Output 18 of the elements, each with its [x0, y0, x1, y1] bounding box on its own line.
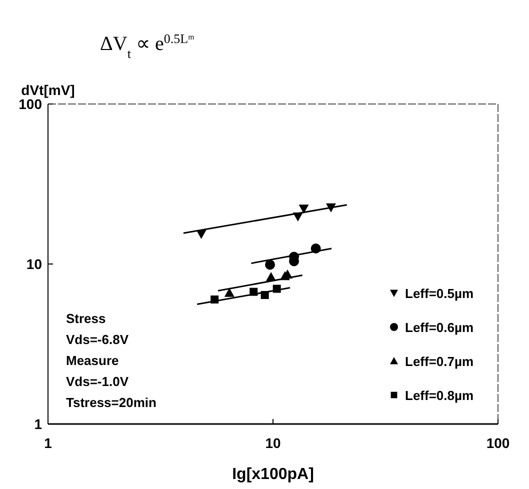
x-axis-title: Ig[x100pA]	[232, 466, 314, 483]
x-tick-label: 1	[44, 435, 52, 451]
y-tick-label: 100	[18, 96, 42, 112]
legend-label: Leff=0.8µm	[405, 388, 474, 403]
annotation: Vds=-1.0V	[66, 374, 129, 389]
legend-label: Leff=0.6µm	[405, 320, 474, 335]
x-tick-label: 100	[486, 435, 510, 451]
legend-label: Leff=0.7µm	[405, 354, 474, 369]
annotation: Vds=-6.8V	[66, 332, 129, 347]
legend-label: Leff=0.5µm	[405, 286, 474, 301]
chart-title: ΔV$_{t}$ ∝ e$^{0.5Lᵐ}$	[100, 30, 196, 60]
annotation: Tstress=20min	[66, 395, 157, 410]
annotation: Stress	[66, 311, 106, 326]
y-axis-title: dVt[mV]	[21, 82, 75, 98]
y-tick-label: 10	[26, 256, 42, 272]
x-tick-label: 10	[265, 435, 281, 451]
annotation: Measure	[66, 353, 119, 368]
y-tick-label: 1	[34, 416, 42, 432]
